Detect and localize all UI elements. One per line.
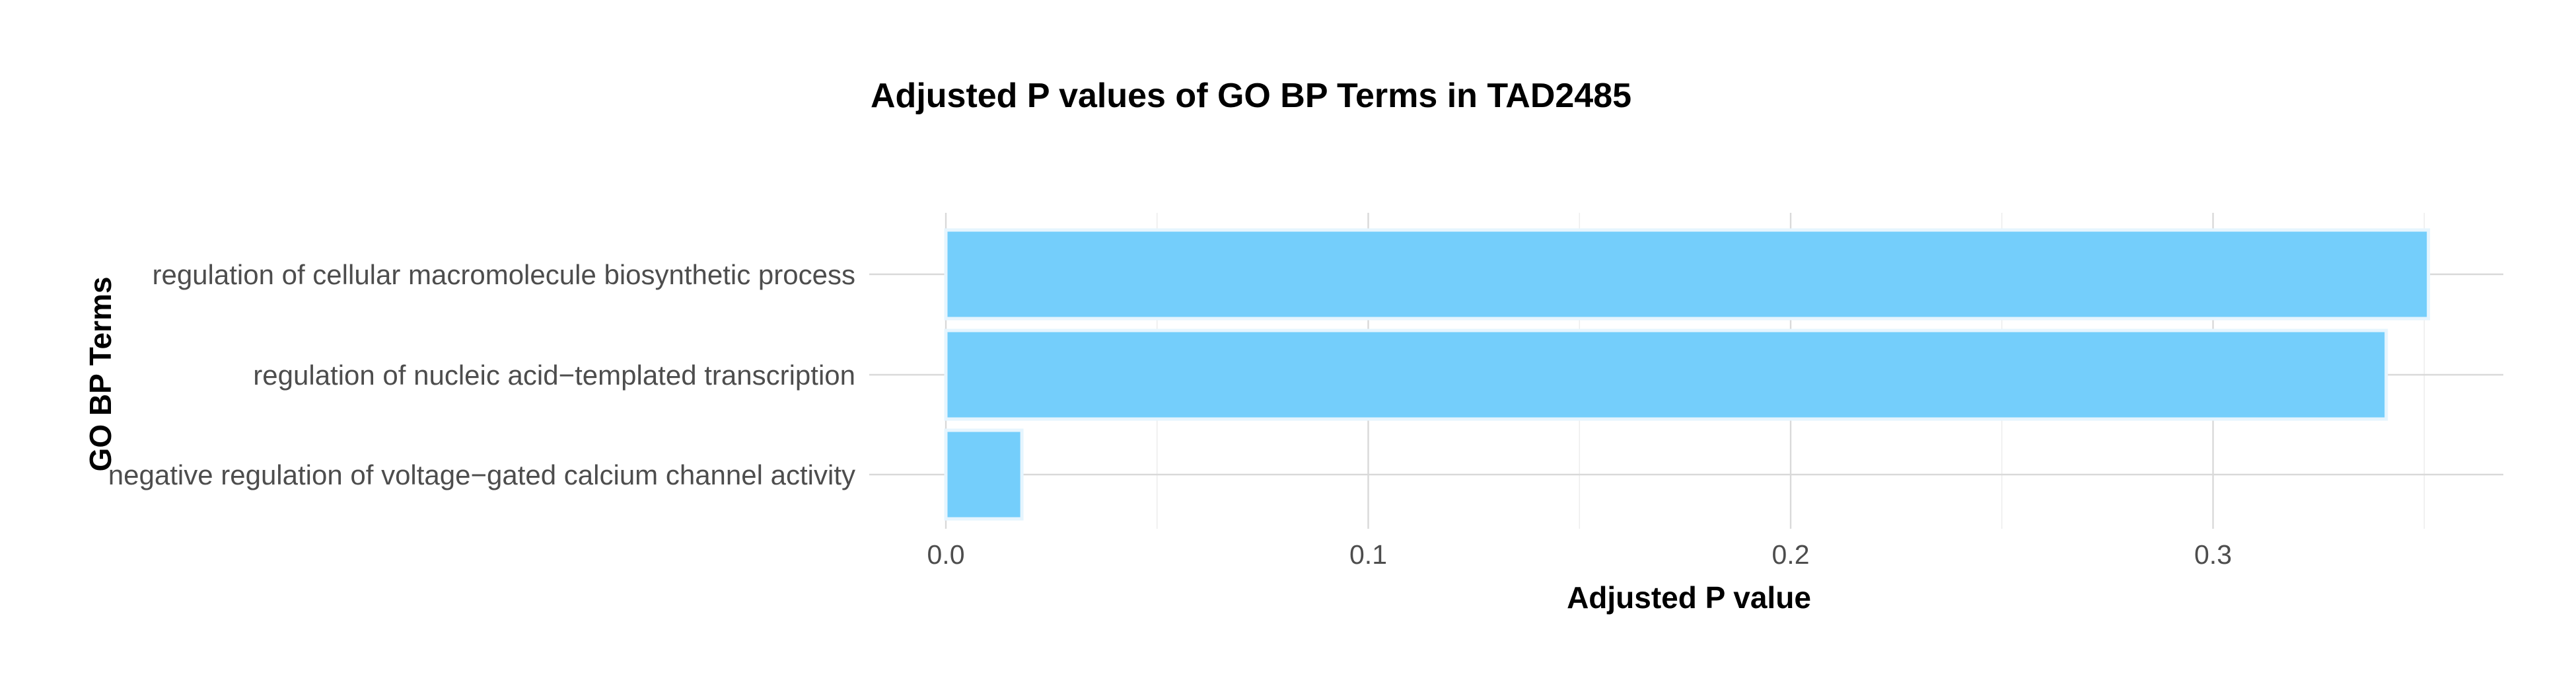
chart-title: Adjusted P values of GO BP Terms in TAD2… <box>871 77 1631 115</box>
bars <box>944 228 2431 521</box>
x-axis-title: Adjusted P value <box>1567 580 1811 615</box>
bar <box>944 228 2431 321</box>
y-axis-title: GO BP Terms <box>83 277 118 472</box>
y-tick-labels: regulation of cellular macromolecule bio… <box>108 259 855 490</box>
bar <box>944 328 2388 421</box>
y-tick-label: regulation of nucleic acid−templated tra… <box>253 360 855 391</box>
x-tick-label: 0.0 <box>927 539 965 570</box>
x-tick-label: 0.1 <box>1349 539 1387 570</box>
x-tick-label: 0.3 <box>2194 539 2232 570</box>
y-tick-label: regulation of cellular macromolecule bio… <box>152 259 855 290</box>
x-tick-labels: 0.0 0.1 0.2 0.3 <box>927 539 2233 570</box>
x-tick-label: 0.2 <box>1772 539 1810 570</box>
y-tick-label: negative regulation of voltage−gated cal… <box>108 459 855 490</box>
bar <box>944 428 1024 521</box>
